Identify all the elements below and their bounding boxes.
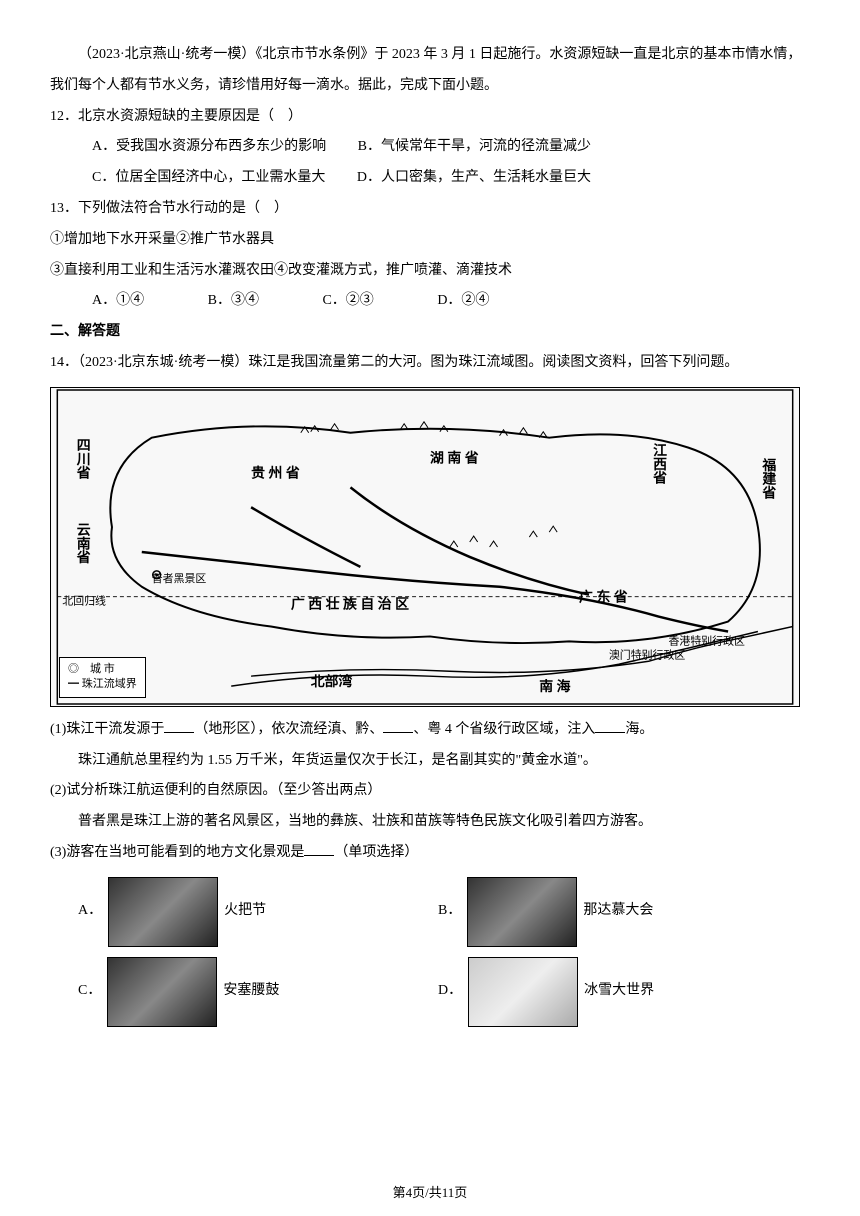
label-yunnan: 云南省 <box>75 522 92 565</box>
map-figure: 四川省 贵 州 省 湖 南 省 江西省 福建省 云南省 广 西 壮 族 自 治 … <box>50 387 800 707</box>
label-hongkong: 香港特别行政区 <box>668 633 745 647</box>
img-c-label: 安塞腰鼓 <box>223 976 279 1007</box>
q14-note2: 普者黑是珠江上游的著名风景区，当地的彝族、壮族和苗族等特色民族文化吸引着四方游客… <box>50 807 810 838</box>
img-option-a: A． 火把节 <box>78 877 398 947</box>
section-title: 二、解答题 <box>50 317 810 348</box>
label-macau: 澳门特别行政区 <box>609 647 686 661</box>
q14-sub2: (2)试分析珠江航运便利的自然原因。（至少答出两点） <box>50 776 810 807</box>
img-a-label: 火把节 <box>224 896 266 927</box>
img-option-d: D． 冰雪大世界 <box>438 957 758 1027</box>
q12-optA: A．受我国水资源分布西多东少的影响 <box>92 139 326 154</box>
q12-options: A．受我国水资源分布西多东少的影响 B．气候常年干旱，河流的径流量减少 C．位居… <box>50 132 810 194</box>
q13-optB: B．③④ <box>208 286 259 317</box>
img-a <box>108 877 218 947</box>
img-d-label: 冰雪大世界 <box>584 976 654 1007</box>
q13-items1: ①增加地下水开采量②推广节水器具 <box>50 225 810 256</box>
q13-optC: C．②③ <box>322 286 373 317</box>
q13-optA: A．①④ <box>92 286 144 317</box>
q12-stem: 12．北京水资源短缺的主要原因是（ ） <box>50 102 810 133</box>
label-hunan: 湖 南 省 <box>430 449 479 466</box>
q14-sub1: (1)珠江干流发源于（地形区），依次流经滇、黔、、粤 4 个省级行政区域，注入海… <box>50 715 810 746</box>
label-tropic: 北回归线 <box>62 593 106 607</box>
label-fujian: 福建省 <box>760 457 777 501</box>
page-footer: 第4页/共11页 <box>0 1182 860 1201</box>
q14-sub3: (3)游客在当地可能看到的地方文化景观是（单项选择） <box>50 838 810 869</box>
image-options: A． 火把节 B． 那达慕大会 C． 安塞腰鼓 D． 冰雪大世界 <box>50 877 810 1027</box>
q13-items2: ③直接利用工业和生活污水灌溉农田④改变灌溉方式，推广喷灌、滴灌技术 <box>50 256 810 287</box>
legend-city: ◎ 城 市 <box>68 662 137 677</box>
map-legend: ◎ 城 市 ━ 珠江流域界 <box>59 657 146 698</box>
label-sichuan: 四川省 <box>75 437 92 480</box>
label-guangxi: 广 西 壮 族 自 治 区 <box>291 595 409 612</box>
img-option-c: C． 安塞腰鼓 <box>78 957 398 1027</box>
q12-optD: D．人口密集，生产、生活耗水量巨大 <box>357 170 591 185</box>
label-nanhai: 南 海 <box>539 678 570 695</box>
q12-optB: B．气候常年干旱，河流的径流量减少 <box>358 139 591 154</box>
img-c <box>107 957 217 1027</box>
map-svg: 四川省 贵 州 省 湖 南 省 江西省 福建省 云南省 广 西 壮 族 自 治 … <box>51 388 799 706</box>
intro-paragraph: （2023·北京燕山·统考一模）《北京市节水条例》于 2023 年 3 月 1 … <box>50 40 810 102</box>
img-option-b: B． 那达慕大会 <box>438 877 758 947</box>
q13-stem: 13．下列做法符合节水行动的是（ ） <box>50 194 810 225</box>
q14-stem: 14．（2023·北京东城·统考一模）珠江是我国流量第二的大河。图为珠江流域图。… <box>50 348 810 379</box>
q12-optC: C．位居全国经济中心，工业需水量大 <box>92 170 325 185</box>
label-jiangxi: 江西省 <box>651 442 668 486</box>
label-beibuwan: 北部湾 <box>311 673 353 690</box>
q13-optD: D．②④ <box>437 286 489 317</box>
img-b <box>467 877 577 947</box>
label-guizhou: 贵 州 省 <box>251 464 300 481</box>
q14-note1: 珠江通航总里程约为 1.55 万千米，年货运量仅次于长江，是名副其实的"黄金水道… <box>50 746 810 777</box>
q13-options: A．①④ B．③④ C．②③ D．②④ <box>50 286 810 317</box>
label-guangdong: 广 东 省 <box>579 588 628 605</box>
legend-boundary: ━ 珠江流域界 <box>68 677 137 692</box>
img-b-label: 那达慕大会 <box>583 896 653 927</box>
img-d <box>468 957 578 1027</box>
